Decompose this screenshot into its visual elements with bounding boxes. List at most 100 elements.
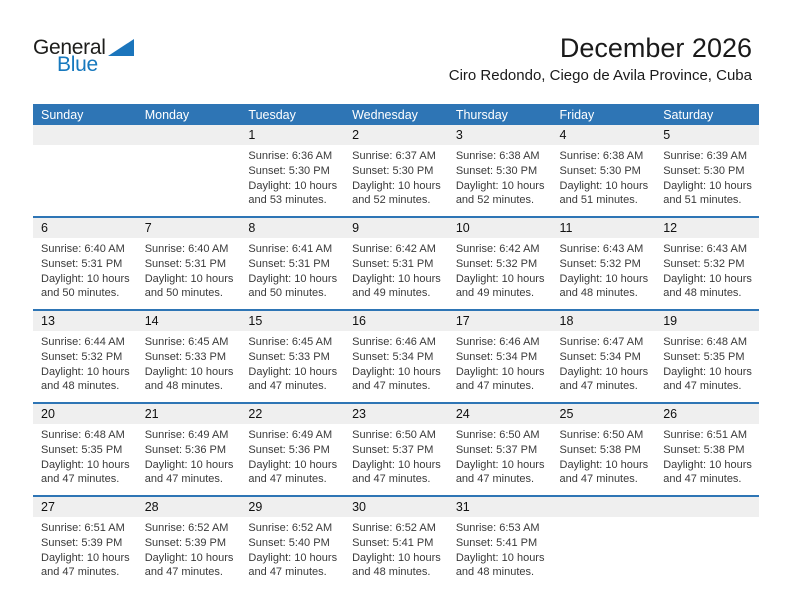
sunrise-text: Sunrise: 6:50 AM <box>559 429 644 441</box>
day-details: Sunrise: 6:37 AM Sunset: 5:30 PM Daylight:… <box>344 145 448 208</box>
sunrise-text: Sunrise: 6:47 AM <box>559 336 644 348</box>
sunset-text: Sunset: 5:32 PM <box>455 257 538 270</box>
week-row: 13 Sunrise: 6:44 AM Sunset: 5:32 PM Dayligh… <box>33 309 759 403</box>
day-details: Sunrise: 6:46 AM Sunset: 5:34 PM Daylight:… <box>448 331 552 394</box>
calendar-header: Sunday Monday Tuesday Wednesday Thursday Frid… <box>33 104 759 125</box>
day-details: Sunrise: 6:47 AM Sunset: 5:34 PM Daylight:… <box>552 331 656 394</box>
day-number: 18 <box>551 311 656 331</box>
sunset-text: Sunset: 5:30 PM <box>352 164 434 177</box>
daylight-text: Daylight: 10 hours and 47 minutes. <box>144 551 234 579</box>
day-cell-28: 28 Sunrise: 6:52 AM Sunset: 5:39 PM Dayligh… <box>136 495 241 588</box>
sunrise-text: Sunrise: 6:51 AM <box>663 429 747 441</box>
day-number: 6 <box>33 218 137 238</box>
day-number <box>551 497 656 517</box>
day-details: Sunrise: 6:51 AM Sunset: 5:39 PM Daylight:… <box>33 517 137 580</box>
day-cell-12: 12 Sunrise: 6:43 AM Sunset: 5:32 PM Dayligh… <box>655 216 759 310</box>
day-header-friday: Friday <box>551 104 656 125</box>
calendar-table: Sunday Monday Tuesday Wednesday Thursday Frid… <box>33 104 759 588</box>
day-number: 23 <box>344 404 448 424</box>
logo-triangle-icon <box>107 39 134 56</box>
day-cell-22: 22 Sunrise: 6:49 AM Sunset: 5:36 PM Dayligh… <box>240 402 345 496</box>
page-subtitle: Ciro Redondo, Ciego de Avila Province, C… <box>448 67 752 84</box>
daylight-text: Daylight: 10 hours and 48 minutes. <box>352 551 441 579</box>
sunset-text: Sunset: 5:41 PM <box>455 536 538 549</box>
day-cell-31: 31 Sunrise: 6:53 AM Sunset: 5:41 PM Dayligh… <box>447 495 552 588</box>
sunrise-text: Sunrise: 6:52 AM <box>144 522 229 534</box>
day-cell-4: 4 Sunrise: 6:38 AM Sunset: 5:30 PM Daylight… <box>551 125 656 217</box>
day-header-monday: Monday <box>136 104 241 125</box>
day-cell-20: 20 Sunrise: 6:48 AM Sunset: 5:35 PM Dayligh… <box>33 402 137 496</box>
sunrise-text: Sunrise: 6:49 AM <box>144 429 229 441</box>
day-number: 24 <box>447 404 552 424</box>
day-cell-29: 29 Sunrise: 6:52 AM Sunset: 5:40 PM Dayligh… <box>240 495 345 588</box>
sunset-text: Sunset: 5:30 PM <box>559 164 641 177</box>
daylight-text: Daylight: 10 hours and 47 minutes. <box>559 365 649 393</box>
day-number <box>136 125 241 145</box>
day-number: 3 <box>447 125 552 145</box>
daylight-text: Daylight: 10 hours and 48 minutes. <box>144 365 234 393</box>
day-details: Sunrise: 6:48 AM Sunset: 5:35 PM Daylight:… <box>33 424 137 487</box>
day-details: Sunrise: 6:53 AM Sunset: 5:41 PM Daylight:… <box>448 517 552 580</box>
sunrise-text: Sunrise: 6:50 AM <box>352 429 436 441</box>
daylight-text: Daylight: 10 hours and 47 minutes. <box>455 365 545 393</box>
day-number: 1 <box>240 125 345 145</box>
sunrise-text: Sunrise: 6:38 AM <box>559 150 644 162</box>
day-details: Sunrise: 6:48 AM Sunset: 5:35 PM Daylight:… <box>655 331 759 394</box>
sunrise-text: Sunrise: 6:37 AM <box>352 150 436 162</box>
day-number: 21 <box>136 404 241 424</box>
day-number <box>33 125 137 145</box>
week-row: 20 Sunrise: 6:48 AM Sunset: 5:35 PM Dayligh… <box>33 402 759 496</box>
day-details: Sunrise: 6:42 AM Sunset: 5:32 PM Daylight:… <box>448 238 552 301</box>
day-details: Sunrise: 6:52 AM Sunset: 5:40 PM Daylight:… <box>240 517 344 580</box>
daylight-text: Daylight: 10 hours and 48 minutes. <box>41 365 130 393</box>
day-cell-30: 30 Sunrise: 6:52 AM Sunset: 5:41 PM Dayligh… <box>344 495 448 588</box>
day-number: 29 <box>240 497 345 517</box>
daylight-text: Daylight: 10 hours and 50 minutes. <box>144 272 234 300</box>
sunset-text: Sunset: 5:41 PM <box>352 536 434 549</box>
day-cell-7: 7 Sunrise: 6:40 AM Sunset: 5:31 PM Daylight… <box>136 216 241 310</box>
sunrise-text: Sunrise: 6:42 AM <box>352 243 436 255</box>
day-number: 19 <box>655 311 759 331</box>
daylight-text: Daylight: 10 hours and 50 minutes. <box>41 272 130 300</box>
daylight-text: Daylight: 10 hours and 53 minutes. <box>248 179 338 207</box>
sunrise-text: Sunrise: 6:41 AM <box>248 243 333 255</box>
day-details: Sunrise: 6:43 AM Sunset: 5:32 PM Daylight:… <box>552 238 656 301</box>
sunset-text: Sunset: 5:36 PM <box>144 443 227 456</box>
logo-text-general: General <box>33 36 106 59</box>
day-cell-13: 13 Sunrise: 6:44 AM Sunset: 5:32 PM Dayligh… <box>33 309 137 403</box>
logo-top-line: General <box>33 36 163 59</box>
day-header-wednesday: Wednesday <box>344 104 448 125</box>
daylight-text: Daylight: 10 hours and 47 minutes. <box>144 458 234 486</box>
day-cell-11: 11 Sunrise: 6:43 AM Sunset: 5:32 PM Dayligh… <box>551 216 656 310</box>
sunrise-text: Sunrise: 6:49 AM <box>248 429 333 441</box>
sunrise-text: Sunrise: 6:43 AM <box>663 243 747 255</box>
daylight-text: Daylight: 10 hours and 47 minutes. <box>248 458 338 486</box>
day-details: Sunrise: 6:38 AM Sunset: 5:30 PM Daylight:… <box>552 145 656 208</box>
day-cell-6: 6 Sunrise: 6:40 AM Sunset: 5:31 PM Daylight… <box>33 216 137 310</box>
day-number: 26 <box>655 404 759 424</box>
sunrise-text: Sunrise: 6:43 AM <box>559 243 644 255</box>
day-number: 27 <box>33 497 137 517</box>
daylight-text: Daylight: 10 hours and 47 minutes. <box>352 365 441 393</box>
day-number: 12 <box>655 218 759 238</box>
day-number: 20 <box>33 404 137 424</box>
sunset-text: Sunset: 5:35 PM <box>41 443 123 456</box>
sunset-text: Sunset: 5:33 PM <box>248 350 330 363</box>
sunset-text: Sunset: 5:37 PM <box>455 443 538 456</box>
day-cell-1: 1 Sunrise: 6:36 AM Sunset: 5:30 PM Daylight… <box>240 125 345 217</box>
day-number: 17 <box>447 311 552 331</box>
sunrise-text: Sunrise: 6:50 AM <box>455 429 540 441</box>
general-blue-logo: General Blue <box>33 36 163 75</box>
day-cell-21: 21 Sunrise: 6:49 AM Sunset: 5:36 PM Dayligh… <box>136 402 241 496</box>
page-title: December 2026 <box>559 33 752 63</box>
day-details: Sunrise: 6:40 AM Sunset: 5:31 PM Daylight:… <box>33 238 137 301</box>
day-number: 10 <box>447 218 552 238</box>
day-number: 16 <box>344 311 448 331</box>
calendar-body: 1 Sunrise: 6:36 AM Sunset: 5:30 PM Daylight… <box>33 125 759 588</box>
daylight-text: Daylight: 10 hours and 48 minutes. <box>559 272 649 300</box>
day-cell-15: 15 Sunrise: 6:45 AM Sunset: 5:33 PM Dayligh… <box>240 309 345 403</box>
day-cell-25: 25 Sunrise: 6:50 AM Sunset: 5:38 PM Dayligh… <box>551 402 656 496</box>
sunrise-text: Sunrise: 6:42 AM <box>455 243 540 255</box>
sunrise-text: Sunrise: 6:52 AM <box>248 522 333 534</box>
sunrise-text: Sunrise: 6:44 AM <box>41 336 125 348</box>
